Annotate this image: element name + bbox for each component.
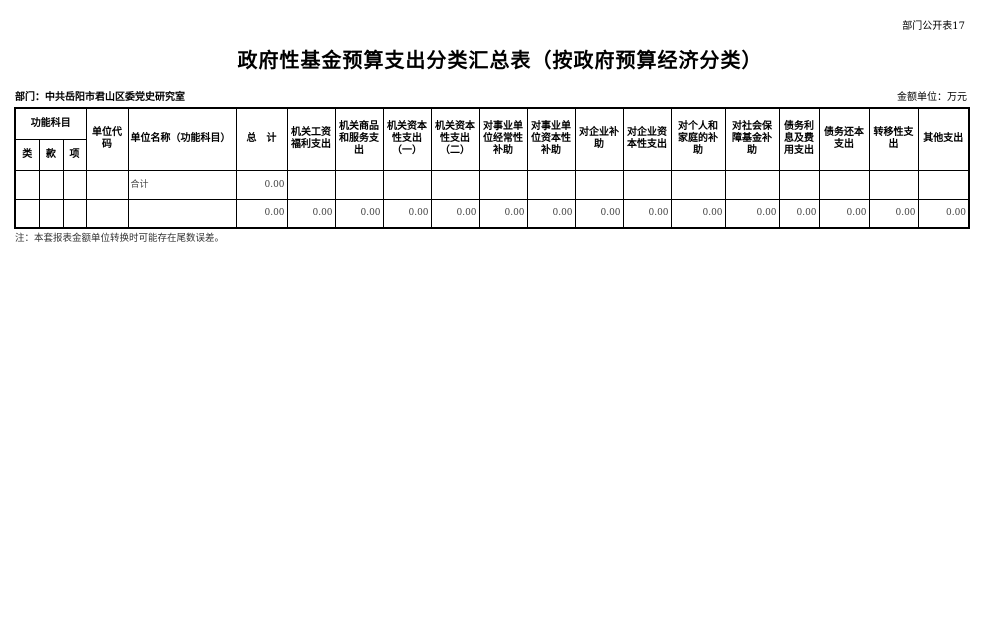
header-kuan: 款 xyxy=(38,138,64,171)
row-value: 0.00 xyxy=(574,198,624,229)
row-value: 0.00 xyxy=(478,198,528,229)
row-value xyxy=(334,169,384,200)
header-col: 对事业单位经常性补助 xyxy=(478,107,528,171)
row-value: 0.00 xyxy=(778,198,820,229)
empty-cell xyxy=(85,198,129,229)
expenditure-table: 功能科目 单位代码 单位名称（功能科目） 总 计 机关工资福利支出 机关商品和服… xyxy=(14,107,971,229)
row-name: 合计 xyxy=(127,169,237,200)
row-value: 0.00 xyxy=(430,198,480,229)
header-lei: 类 xyxy=(14,138,40,171)
row-value xyxy=(286,169,336,200)
row-total: 0.00 xyxy=(235,198,288,229)
row-value xyxy=(670,169,726,200)
header-col: 对社会保障基金补助 xyxy=(724,107,780,171)
header-col: 机关资本性支出（一） xyxy=(382,107,432,171)
row-value xyxy=(622,169,672,200)
form-number: 部门公开表17 xyxy=(902,21,965,32)
empty-cell xyxy=(62,198,87,229)
empty-cell xyxy=(38,169,64,200)
header-col: 债务还本支出 xyxy=(818,107,870,171)
row-value: 0.00 xyxy=(622,198,672,229)
row-value xyxy=(818,169,870,200)
row-value: 0.00 xyxy=(917,198,970,229)
empty-cell xyxy=(14,198,40,229)
table-row: 合计 0.00 xyxy=(14,169,970,200)
row-value xyxy=(574,169,624,200)
row-value xyxy=(724,169,780,200)
footnote: 注：本套报表金额单位转换时可能存在尾数误差。 xyxy=(15,233,225,244)
row-value: 0.00 xyxy=(382,198,432,229)
header-total: 总 计 xyxy=(235,107,288,171)
row-value: 0.00 xyxy=(670,198,726,229)
header-col: 转移性支出 xyxy=(868,107,919,171)
header-code: 单位代码 xyxy=(85,107,129,171)
header-col: 其他支出 xyxy=(917,107,970,171)
row-value xyxy=(868,169,919,200)
empty-cell xyxy=(62,169,87,200)
row-value: 0.00 xyxy=(868,198,919,229)
row-total: 0.00 xyxy=(235,169,288,200)
row-name xyxy=(127,198,237,229)
header-col: 债务利息及费用支出 xyxy=(778,107,820,171)
row-value: 0.00 xyxy=(818,198,870,229)
row-value: 0.00 xyxy=(724,198,780,229)
department-label: 部门：中共岳阳市君山区委党史研究室 xyxy=(15,92,185,103)
header-func: 功能科目 xyxy=(14,107,87,140)
row-value xyxy=(430,169,480,200)
row-value: 0.00 xyxy=(286,198,336,229)
header-col: 对个人和家庭的补助 xyxy=(670,107,726,171)
header-name: 单位名称（功能科目） xyxy=(127,107,237,171)
unit-label: 金额单位：万元 xyxy=(897,92,967,103)
header-col: 机关商品和服务支出 xyxy=(334,107,384,171)
row-value xyxy=(478,169,528,200)
table-row: 0.00 0.00 0.00 0.00 0.00 0.00 0.00 0.00 0.00 0.00… xyxy=(14,198,970,229)
empty-cell xyxy=(14,169,40,200)
row-value: 0.00 xyxy=(526,198,576,229)
header-xiang: 项 xyxy=(62,138,87,171)
header-col: 对企业资本性支出 xyxy=(622,107,672,171)
header-col: 机关资本性支出（二） xyxy=(430,107,480,171)
header-col: 对企业补助 xyxy=(574,107,624,171)
empty-cell xyxy=(38,198,64,229)
header-col: 机关工资福利支出 xyxy=(286,107,336,171)
row-value xyxy=(778,169,820,200)
row-value xyxy=(382,169,432,200)
page-title: 政府性基金预算支出分类汇总表（按政府预算经济分类） xyxy=(237,48,763,72)
row-value: 0.00 xyxy=(334,198,384,229)
row-value xyxy=(917,169,970,200)
row-value xyxy=(526,169,576,200)
header-col: 对事业单位资本性补助 xyxy=(526,107,576,171)
empty-cell xyxy=(85,169,129,200)
